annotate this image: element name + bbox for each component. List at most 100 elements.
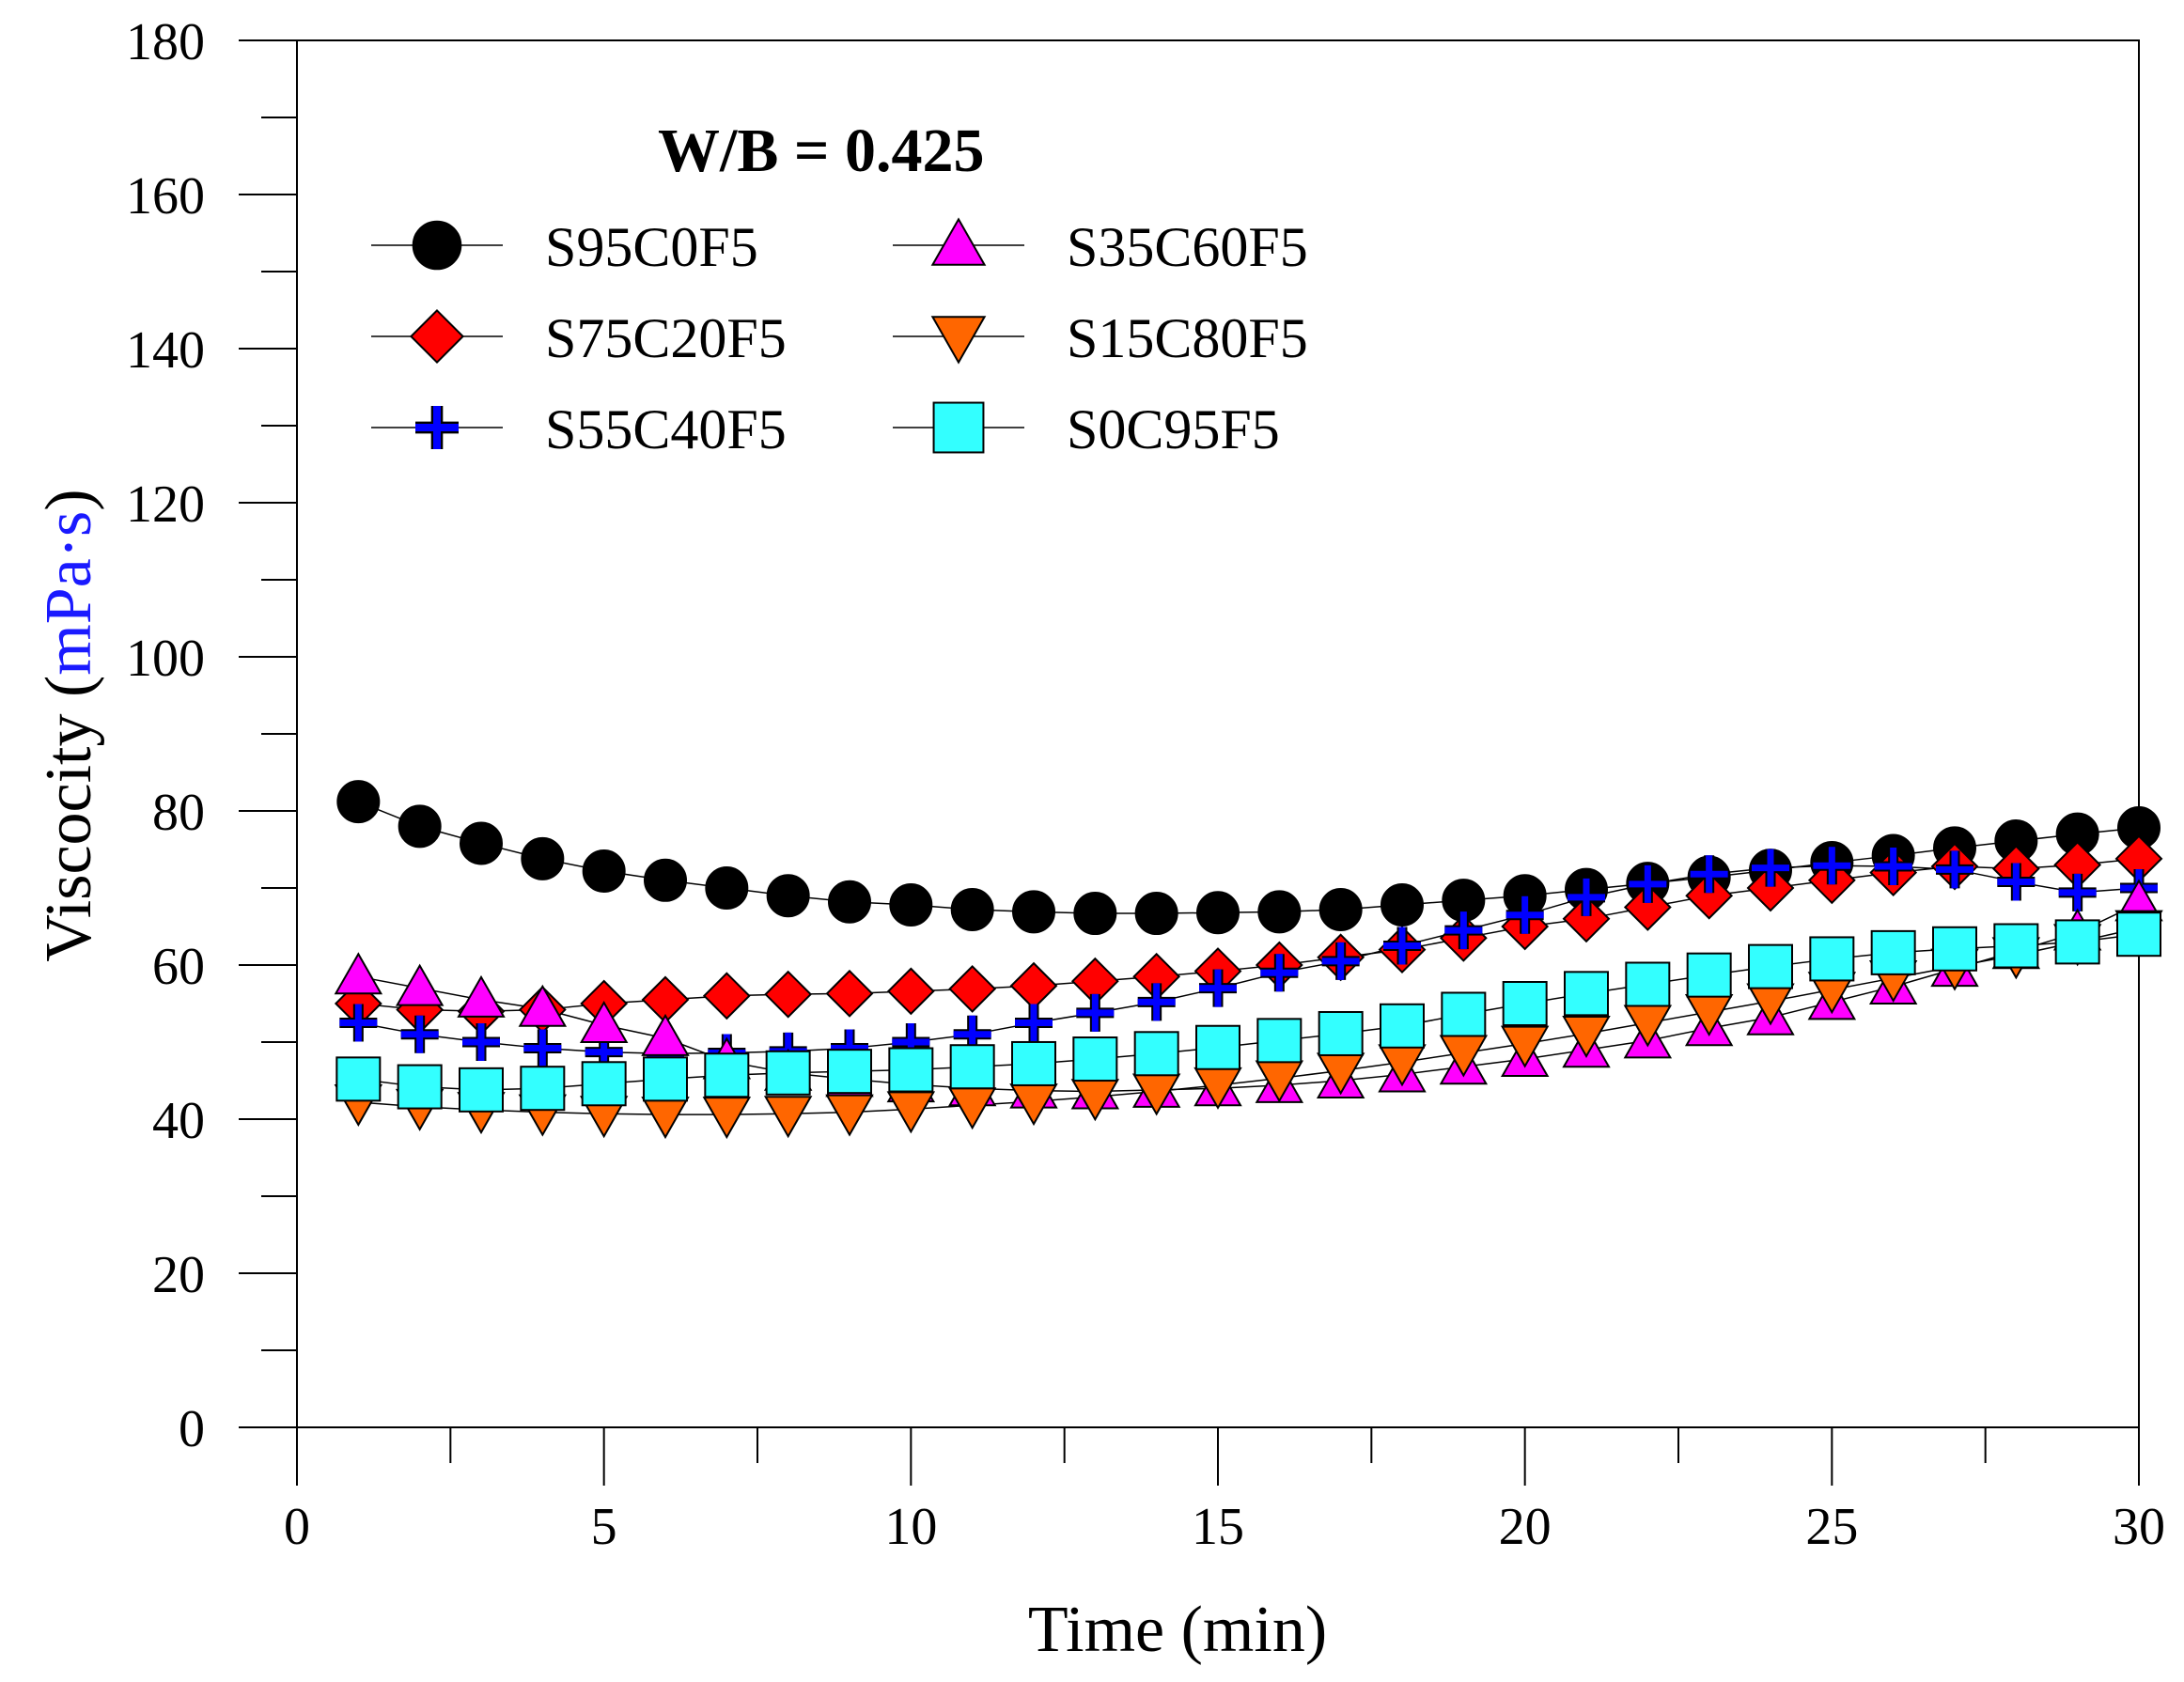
legend-marker	[415, 406, 459, 449]
data-point	[1444, 911, 1483, 950]
legend-label: S0C95F5	[1067, 398, 1280, 460]
data-point	[1321, 942, 1360, 980]
data-point	[579, 1000, 629, 1043]
data-point	[1009, 961, 1058, 1010]
data-point	[521, 836, 565, 880]
data-point	[766, 874, 810, 918]
data-point	[1505, 896, 1544, 934]
data-point	[1318, 1010, 1364, 1056]
data-point	[1562, 1015, 1611, 1058]
legend-entry: S75C20F5	[371, 307, 787, 369]
data-point	[336, 780, 381, 824]
data-point	[1874, 848, 1912, 886]
data-point	[1870, 929, 1916, 975]
data-point	[582, 849, 626, 893]
data-point	[1690, 855, 1728, 894]
data-point	[1502, 981, 1548, 1026]
x-tick-label: 10	[884, 1498, 937, 1556]
legend-entry: S0C95F5	[893, 398, 1280, 460]
data-point	[334, 952, 383, 995]
data-point	[825, 1094, 874, 1137]
data-point	[1011, 1040, 1056, 1086]
data-point	[1625, 961, 1671, 1007]
x-tick-label: 30	[2113, 1498, 2165, 1556]
data-point	[763, 1096, 813, 1139]
data-point	[641, 1097, 690, 1140]
data-point	[1380, 1003, 1425, 1049]
legend-entry: S95C0F5	[371, 216, 758, 278]
data-point	[1257, 890, 1302, 934]
data-point	[1134, 892, 1178, 936]
x-tick-labels: 0 5 10 15 20 25 30	[284, 1498, 2165, 1556]
tick-marks	[239, 39, 2140, 1486]
data-point	[459, 1067, 504, 1113]
x-axis-label: Time (min)	[1028, 1594, 1327, 1666]
data-point	[2054, 919, 2100, 965]
data-point	[764, 970, 813, 1019]
y-tick-label: 80	[152, 784, 205, 842]
legend-label: S95C0F5	[545, 216, 758, 278]
x-tick-label: 5	[591, 1498, 617, 1556]
y-tick-label: 160	[126, 167, 205, 226]
data-point	[1936, 850, 1973, 889]
y-axis-label: Viscocity (mPa·s)	[33, 489, 105, 961]
data-point	[339, 1004, 378, 1042]
data-point	[702, 972, 751, 1020]
data-point	[827, 1049, 872, 1095]
legend-label: S35C60F5	[1067, 216, 1308, 278]
data-point	[335, 1056, 382, 1102]
data-point	[1686, 952, 1732, 998]
data-point	[1997, 863, 2036, 901]
data-point	[1073, 892, 1117, 936]
x-tick-label: 20	[1499, 1498, 1552, 1556]
series-markers-S15C80F5	[334, 910, 2163, 1140]
data-point	[1568, 878, 1605, 916]
data-point	[1809, 936, 1855, 982]
y-tick-label: 120	[126, 475, 205, 534]
data-point	[641, 1013, 690, 1056]
y-axis-label-close: )	[33, 489, 105, 510]
data-point	[948, 965, 997, 1013]
data-point	[886, 967, 935, 1016]
data-point	[1196, 891, 1240, 935]
data-point	[398, 804, 442, 849]
data-point	[518, 984, 568, 1027]
data-point	[2116, 911, 2161, 958]
data-point	[889, 883, 933, 927]
data-point	[1133, 1031, 1179, 1077]
y-tick-labels: 0 20 40 60 80 100 120 140 160 180	[126, 13, 205, 1458]
data-point	[397, 1064, 443, 1110]
data-point	[949, 1044, 995, 1090]
data-point	[1564, 971, 1609, 1017]
data-point	[1381, 883, 1424, 927]
data-point	[1932, 926, 1977, 972]
y-tick-label: 0	[179, 1400, 205, 1458]
x-tick-label: 0	[284, 1498, 310, 1556]
data-point	[1685, 871, 1734, 920]
data-point	[1260, 954, 1299, 992]
y-tick-label: 140	[126, 321, 205, 380]
y-axis-label-unit: mPa·s	[33, 511, 105, 676]
x-tick-label: 15	[1192, 1498, 1244, 1556]
data-point	[828, 880, 871, 924]
legend-label: S55C40F5	[545, 398, 787, 460]
data-point	[1623, 883, 1672, 931]
legend-entry: S35C60F5	[893, 216, 1308, 278]
data-point	[704, 1052, 750, 1098]
data-point	[1072, 1036, 1118, 1082]
data-point	[950, 887, 994, 931]
data-point	[520, 1066, 566, 1112]
y-tick-label: 100	[126, 630, 205, 688]
data-point	[1318, 887, 1363, 931]
x-tick-label: 25	[1805, 1498, 1858, 1556]
data-point	[888, 1047, 934, 1093]
data-point	[1748, 943, 1793, 989]
legend-entry: S15C80F5	[893, 307, 1308, 369]
data-point	[644, 858, 687, 902]
data-point	[1500, 1025, 1550, 1068]
data-point	[581, 1061, 627, 1107]
y-tick-label: 20	[152, 1246, 205, 1304]
data-point	[886, 1091, 936, 1134]
